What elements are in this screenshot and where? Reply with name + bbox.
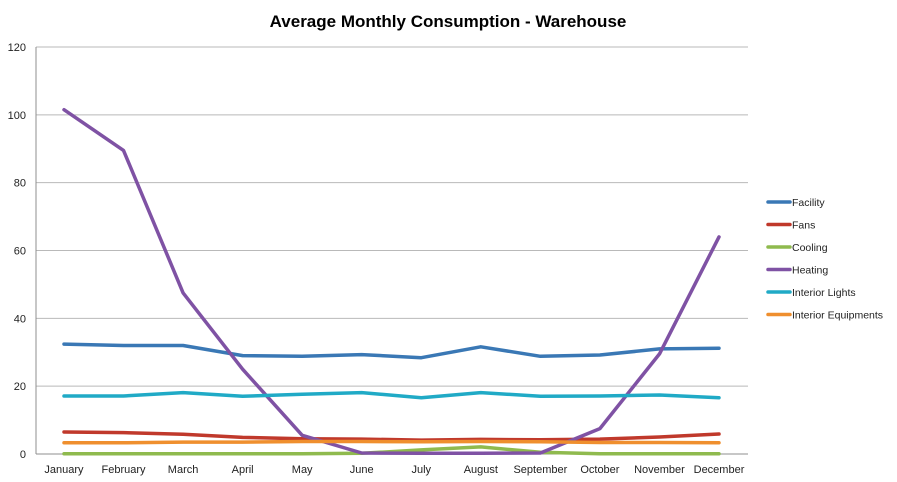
x-tick-label: June	[350, 464, 374, 476]
y-tick-label: 120	[8, 42, 26, 54]
x-tick-label: February	[102, 464, 147, 476]
x-tick-label: December	[694, 464, 745, 476]
x-tick-label: May	[292, 464, 313, 476]
series-line-fans	[62, 430, 721, 442]
x-tick-label: January	[44, 464, 84, 476]
y-tick-label: 60	[14, 246, 26, 258]
series-line-heating	[62, 107, 721, 456]
x-tick-label: August	[464, 464, 498, 476]
series-line-interior-equipments	[62, 439, 721, 445]
x-tick-label: October	[580, 464, 619, 476]
legend-item: Interior Equipments	[766, 310, 883, 322]
y-tick-label: 20	[14, 381, 26, 393]
legend-label: Fans	[792, 220, 815, 232]
x-tick-label: September	[513, 464, 567, 476]
legend-item: Facility	[766, 197, 825, 209]
x-axis-ticks: January February March April May June July Augu…	[44, 464, 744, 476]
y-tick-label: 80	[14, 178, 26, 190]
legend-label: Heating	[792, 265, 828, 277]
legend-label: Cooling	[792, 242, 828, 254]
legend-item: Fans	[766, 220, 815, 232]
y-tick-label: 40	[14, 313, 26, 325]
legend-item: Interior Lights	[766, 287, 856, 299]
grid-lines	[35, 46, 748, 455]
y-axis-ticks: 0 20 40 60 80 100 120	[8, 42, 26, 461]
legend-item: Cooling	[766, 242, 828, 254]
series-line-interior-lights	[62, 390, 721, 400]
chart-title: Average Monthly Consumption - Warehouse	[270, 12, 627, 31]
x-tick-label: November	[634, 464, 685, 476]
y-tick-label: 0	[20, 449, 26, 461]
x-tick-label: March	[168, 464, 199, 476]
x-tick-label: July	[411, 464, 431, 476]
legend-label: Facility	[792, 197, 825, 209]
legend-item: Heating	[766, 265, 828, 277]
x-tick-label: April	[232, 464, 254, 476]
legend-label: Interior Lights	[792, 287, 856, 299]
legend: Facility Fans Cooling Heating Interior Light…	[766, 197, 883, 322]
series-lines	[62, 107, 721, 456]
y-tick-label: 100	[8, 110, 26, 122]
series-line-facility	[62, 342, 721, 360]
legend-label: Interior Equipments	[792, 310, 883, 322]
